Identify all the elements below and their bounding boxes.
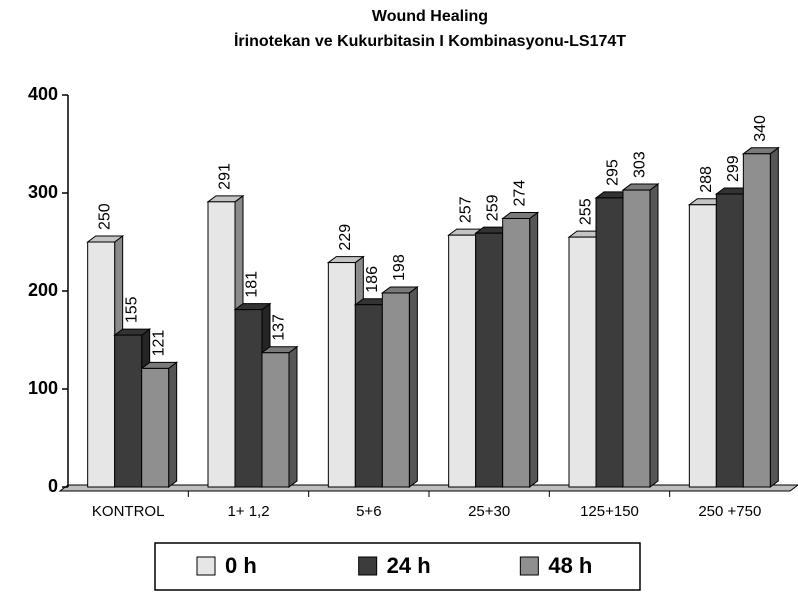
legend-label: 48 h <box>548 553 592 578</box>
y-tick-label: 100 <box>28 378 58 398</box>
bar-front <box>715 193 744 488</box>
chart-subtitle: İrinotekan ve Kukurbitasin I Kombinasyon… <box>234 32 626 50</box>
legend-swatch <box>196 556 216 576</box>
bar-side <box>649 183 659 488</box>
data-label: 250 <box>96 203 113 230</box>
x-tick-label: 1+ 1,2 <box>227 503 269 520</box>
bar-front <box>742 153 771 488</box>
bar-front <box>207 201 236 488</box>
data-label: 295 <box>605 159 622 186</box>
bar-front <box>475 232 504 488</box>
y-tick-label: 200 <box>28 280 58 300</box>
data-label: 198 <box>391 254 408 281</box>
bar-front <box>568 236 597 488</box>
chart-title: Wound Healing <box>372 8 488 25</box>
data-label: 299 <box>725 155 742 182</box>
data-label: 303 <box>632 151 649 178</box>
x-tick-label: 5+6 <box>356 503 381 520</box>
bar-front <box>595 197 624 488</box>
bar-front <box>234 309 263 488</box>
bar-front <box>381 292 410 488</box>
bar <box>501 211 540 488</box>
data-label: 121 <box>150 330 167 357</box>
x-tick-label: 250 +750 <box>698 503 761 520</box>
data-label: 257 <box>457 196 474 223</box>
data-label: 181 <box>244 271 261 298</box>
bar <box>621 183 660 488</box>
bar <box>140 361 179 488</box>
x-tick-label: KONTROL <box>92 503 165 520</box>
y-tick-label: 0 <box>48 476 58 496</box>
data-label: 137 <box>271 314 288 341</box>
bar-side <box>408 285 418 488</box>
bar-side <box>769 146 779 488</box>
legend-swatch <box>358 556 378 576</box>
bar-front <box>141 367 170 488</box>
bar <box>260 345 299 488</box>
bar-side <box>288 345 298 488</box>
data-label: 274 <box>511 180 528 207</box>
y-tick-label: 400 <box>28 84 58 104</box>
bar-front <box>448 234 477 488</box>
bar-side <box>168 361 178 488</box>
legend-label: 24 h <box>387 553 431 578</box>
bar-front <box>261 352 290 488</box>
bar-front <box>688 204 717 488</box>
bar-front <box>502 217 531 488</box>
y-tick-label: 300 <box>28 182 58 202</box>
x-tick-label: 25+30 <box>468 503 510 520</box>
data-label: 340 <box>752 115 769 142</box>
bar-front <box>622 189 651 488</box>
data-label: 229 <box>337 224 354 251</box>
legend-swatch <box>519 556 539 576</box>
x-tick-label: 125+150 <box>580 503 639 520</box>
bar-front <box>354 304 383 488</box>
data-label: 291 <box>217 163 234 190</box>
data-label: 259 <box>484 194 501 221</box>
bar-front <box>327 262 356 488</box>
bar-side <box>529 211 539 488</box>
legend-label: 0 h <box>225 553 257 578</box>
data-label: 155 <box>123 296 140 323</box>
data-label: 186 <box>364 266 381 293</box>
bar-front <box>87 241 116 488</box>
bar <box>380 285 419 488</box>
bar-front <box>114 334 143 488</box>
bar <box>741 146 780 488</box>
data-label: 255 <box>578 198 595 225</box>
legend-box <box>154 542 641 591</box>
data-label: 288 <box>698 166 715 193</box>
